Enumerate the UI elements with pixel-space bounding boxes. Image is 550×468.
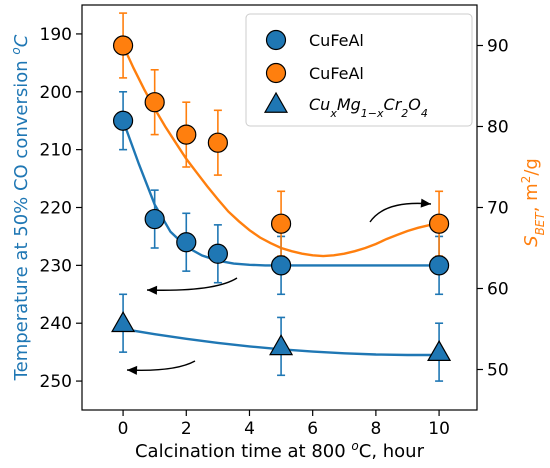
data-point-triangle <box>427 339 452 361</box>
data-point-circle <box>428 255 450 276</box>
legend-label: CuFeAl <box>309 64 364 83</box>
data-point-circle <box>144 92 165 113</box>
y-right-tick-label: 50 <box>487 361 509 381</box>
data-point-triangle <box>269 334 294 356</box>
annotation-arrows <box>126 198 432 375</box>
data-markers <box>111 35 452 361</box>
x-tick-label: 4 <box>244 419 255 439</box>
x-tick-label: 0 <box>118 419 129 439</box>
x-tick-label: 10 <box>428 419 450 439</box>
y-right-axis-title: SBET, m2/g <box>519 158 547 247</box>
data-point-circle <box>112 35 134 56</box>
x-tick-label: 6 <box>307 419 318 439</box>
data-point-circle <box>207 132 228 153</box>
y-left-tick-label: 190 <box>40 25 72 45</box>
y-left-tick-label: 210 <box>40 141 72 161</box>
data-point-circle <box>207 243 228 264</box>
y-left-tick-label: 250 <box>40 372 72 392</box>
arrow-left-2 <box>126 360 196 371</box>
data-point-circle <box>176 232 197 253</box>
legend-label: CuFeAl <box>309 31 364 50</box>
y-right-tick-label: 60 <box>487 280 509 300</box>
legend-marker-circle <box>265 62 287 84</box>
data-point-circle <box>112 110 134 131</box>
data-point-circle <box>176 124 197 145</box>
x-axis-title: Calcination time at 800 oC, hour <box>135 439 425 462</box>
y-left-axis-title: Temperature at 50% CO conversion oC <box>9 34 32 381</box>
legend-label: CuxMg1−xCr2O4 <box>309 95 428 120</box>
y-right-tick-label: 70 <box>487 199 509 219</box>
x-tick-label: 8 <box>370 419 381 439</box>
data-point-circle <box>144 208 165 230</box>
arrow-left-1 <box>146 277 238 291</box>
data-point-circle <box>270 255 292 276</box>
arrow-left-2-head <box>127 365 138 375</box>
x-tick-label: 2 <box>181 419 192 439</box>
data-point-triangle <box>111 311 136 333</box>
y-right-tick-label: 90 <box>487 37 509 57</box>
data-point-circle <box>428 213 450 234</box>
legend-box <box>245 13 473 127</box>
axes: 0 2 4 6 8 10 190 200 210 220 230 240 250 50 60 70 80 90 Ca… <box>9 25 547 462</box>
legend-marker-triangle <box>263 91 289 113</box>
legend-marker-circle <box>265 29 287 51</box>
legend: CuFeAl CuFeAl CuxMg1−xCr2O4 <box>245 13 473 127</box>
arrow-left-1-head <box>147 285 158 295</box>
y-left-tick-label: 240 <box>40 314 72 334</box>
data-point-circle <box>270 213 292 234</box>
y-right-tick-label: 80 <box>487 118 509 138</box>
y-left-tick-label: 220 <box>40 199 72 219</box>
arrow-right-head <box>420 198 431 208</box>
y-left-tick-label: 200 <box>40 83 72 103</box>
y-left-tick-label: 230 <box>40 256 72 276</box>
